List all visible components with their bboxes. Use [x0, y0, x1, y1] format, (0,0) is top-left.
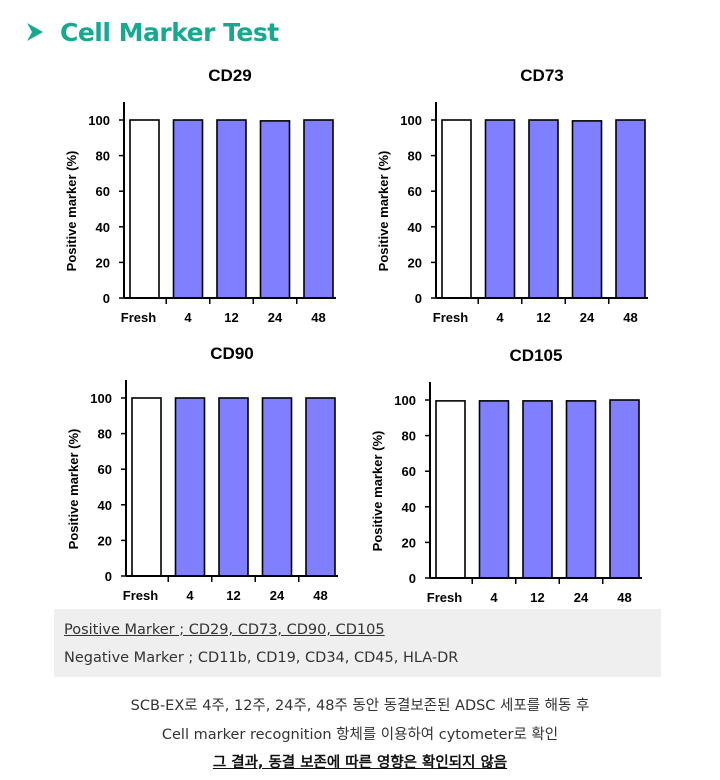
bar-48 [615, 119, 646, 299]
x-tick-label: 24 [580, 310, 595, 325]
y-tick-label: 100 [394, 393, 416, 408]
y-tick-label: 80 [96, 149, 110, 164]
negative-marker-text: Negative Marker ; CD11b, CD19, CD34, CD4… [64, 650, 459, 666]
marker-legend-box: Positive Marker ; CD29, CD73, CD90, CD10… [54, 609, 661, 677]
x-tick-label: 24 [574, 590, 589, 605]
y-tick-label: 0 [105, 569, 112, 584]
bar-48 [305, 397, 336, 577]
bar-fresh [435, 400, 466, 579]
x-tick-label: 24 [270, 588, 285, 603]
section-header: Cell Marker Test [26, 12, 279, 52]
y-tick-label: 40 [96, 220, 110, 235]
bar-48 [303, 119, 334, 299]
bar-12 [528, 119, 559, 299]
chart-svg: CD105 Positive marker (%) Fresh 4 12 24 48 0 20 4… [370, 346, 642, 605]
y-tick-label: 20 [96, 255, 110, 270]
y-tick-label: 20 [408, 255, 422, 270]
x-tick-label: 4 [184, 310, 192, 325]
x-tick-label: Fresh [123, 588, 158, 603]
x-tick-label: 4 [496, 310, 504, 325]
y-tick-label: 0 [415, 291, 422, 306]
y-tick-label: 60 [96, 184, 110, 199]
y-tick-label: 80 [402, 429, 416, 444]
bar-48 [609, 399, 640, 579]
y-tick-label: 40 [98, 498, 112, 513]
y-tick-label: 0 [103, 291, 110, 306]
bar-4 [484, 119, 516, 299]
bar-24 [565, 400, 597, 579]
positive-marker-text: Positive Marker ; CD29, CD73, CD90, CD10… [64, 622, 385, 638]
bar-4 [174, 397, 206, 577]
x-tick-label: 12 [530, 590, 544, 605]
x-tick-label: 4 [186, 588, 194, 603]
y-tick-label: 80 [408, 149, 422, 164]
chart-cd73: CD73 Positive marker (%) Fresh 4 12 24 48 0 20 40… [362, 60, 682, 350]
y-tick-label: 100 [400, 113, 422, 128]
chart-svg: CD90 Positive marker (%) Fresh 4 12 24 48 0 20 40… [66, 344, 338, 603]
chart-cd90: CD90 Positive marker (%) Fresh 4 12 24 48 0 20 40… [52, 338, 372, 628]
chart-title: CD29 [208, 66, 251, 85]
bar-fresh [129, 119, 160, 299]
y-tick-label: 100 [90, 391, 112, 406]
x-tick-label: 48 [617, 590, 631, 605]
y-tick-label: 80 [98, 427, 112, 442]
y-tick-label: 60 [402, 464, 416, 479]
y-tick-label: 40 [402, 500, 416, 515]
x-tick-label: 12 [226, 588, 240, 603]
chart-title: CD73 [520, 66, 563, 85]
chart-title: CD105 [510, 346, 563, 365]
x-tick-label: 48 [623, 310, 637, 325]
footer-conclusion: 그 결과, 동결 보존에 따른 영향은 확인되지 않음 [212, 755, 508, 771]
y-tick-label: 60 [98, 462, 112, 477]
footer-line-1: SCB-EX로 4주, 12주, 24주, 48주 동안 동결보존된 ADSC … [130, 698, 590, 714]
x-tick-label: Fresh [427, 590, 462, 605]
chart-svg: CD29 Positive marker (%) Fresh 4 12 24 48 0 20 40… [64, 66, 336, 325]
bar-4 [478, 400, 510, 579]
bar-24 [571, 120, 603, 299]
footer-line-2: Cell marker recognition 항체를 이용하여 cytomet… [161, 727, 559, 743]
y-axis-label: Positive marker (%) [370, 431, 385, 552]
x-tick-label: 12 [536, 310, 550, 325]
chart-svg: CD73 Positive marker (%) Fresh 4 12 24 48 0 20 40… [376, 66, 648, 325]
bar-24 [261, 397, 293, 577]
chart-cd29: CD29 Positive marker (%) Fresh 4 12 24 48 0 20 40… [50, 60, 370, 350]
x-tick-label: 24 [268, 310, 283, 325]
y-tick-label: 100 [88, 113, 110, 128]
x-tick-label: 48 [313, 588, 327, 603]
y-axis-label: Positive marker (%) [376, 151, 391, 272]
bar-fresh [441, 119, 472, 299]
x-tick-label: 4 [490, 590, 498, 605]
y-tick-label: 40 [408, 220, 422, 235]
x-tick-label: Fresh [433, 310, 468, 325]
page-title: Cell Marker Test [60, 17, 279, 47]
bar-fresh [131, 397, 162, 577]
x-tick-label: 12 [224, 310, 238, 325]
y-tick-label: 0 [409, 571, 416, 586]
bar-12 [216, 119, 247, 299]
arrow-right-icon [27, 23, 43, 41]
bar-12 [522, 400, 553, 579]
bar-4 [172, 119, 204, 299]
y-tick-label: 20 [98, 533, 112, 548]
y-axis-label: Positive marker (%) [66, 429, 81, 550]
y-axis-label: Positive marker (%) [64, 151, 79, 272]
bar-24 [259, 120, 291, 299]
y-tick-label: 60 [408, 184, 422, 199]
x-tick-label: Fresh [121, 310, 156, 325]
y-tick-label: 20 [402, 535, 416, 550]
chart-title: CD90 [210, 344, 253, 363]
x-tick-label: 48 [311, 310, 325, 325]
chart-cd105: CD105 Positive marker (%) Fresh 4 12 24 48 0 20 4… [356, 340, 676, 630]
bar-12 [218, 397, 249, 577]
